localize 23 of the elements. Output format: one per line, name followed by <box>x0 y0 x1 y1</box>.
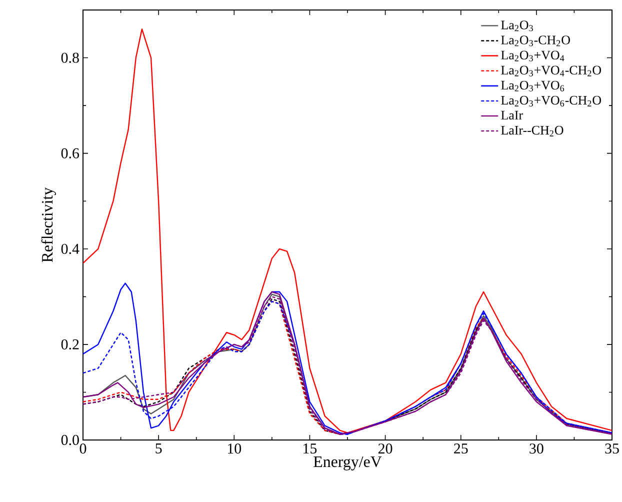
y-tick-label: 0.2 <box>61 339 79 350</box>
text: La$_{2}$O$_{3}$+VO$_{4}$-CH$_{2}$O <box>501 66 602 76</box>
x-tick-label: 10 <box>228 444 242 454</box>
y-tick-label: 0.0 <box>61 434 79 446</box>
legend-label: La$_{2}$O$_{3}$+VO$_{4}$ <box>501 50 564 62</box>
x-tick-label: 15 <box>304 444 317 454</box>
x-tick-label: 30 <box>530 444 544 454</box>
y-tick-label: 0.8 <box>61 52 79 63</box>
x-axis-title: Energy/eV <box>314 456 382 470</box>
legend-label: La$_{2}$O$_{3}$-CH$_{2}$O <box>501 36 570 46</box>
legend-label: La$_{2}$O$_{3}$ <box>501 20 533 32</box>
y-tick-label: 0.4 <box>61 244 80 254</box>
legend-label: La$_{2}$O$_{3}$+VO$_{6}$ <box>501 80 564 92</box>
x-tick-label: 20 <box>378 444 392 454</box>
y-axis-title: Reflectivity <box>41 187 56 262</box>
x-tick-label: 5 <box>156 444 162 454</box>
y-tick-label: 0.6 <box>61 148 80 158</box>
legend-label: LaIr--CH$_{2}$O <box>501 126 564 136</box>
text: La$_{2}$O$_{3}$+VO$_{6}$-CH$_{2}$O <box>501 96 602 106</box>
x-tick-label: 25 <box>454 444 468 454</box>
x-tick-label: 35 <box>605 444 619 454</box>
x-tick-label: 0 <box>80 444 86 454</box>
legend-label: LaIr <box>501 110 523 120</box>
